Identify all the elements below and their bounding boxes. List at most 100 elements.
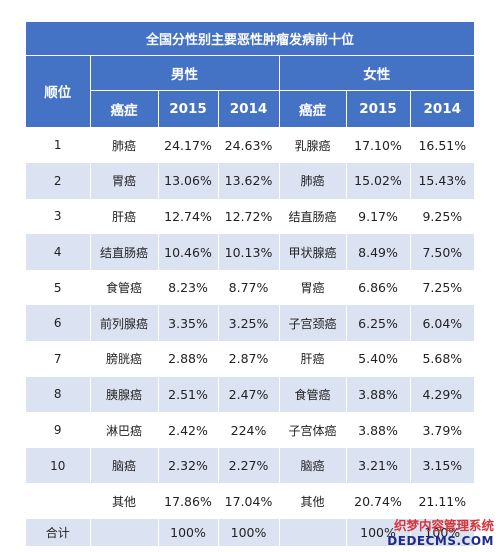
table-title: 全国分性别主要恶性肿瘤发病前十位: [26, 22, 475, 56]
male-2014-cell: 13.62%: [218, 163, 280, 199]
rank-cell: 6: [26, 305, 91, 342]
male-cancer-cell: 食管癌: [90, 269, 159, 306]
table-row: 4 结直肠癌 10.46% 10.13% 甲状腺癌 8.49% 7.50%: [26, 234, 475, 270]
female-2015-cell: 15.02%: [346, 163, 411, 199]
male-cancer-cell: 胰腺癌: [90, 376, 159, 413]
male-cancer-cell: [90, 519, 159, 547]
rank-header: 顺位: [26, 55, 91, 128]
female-2015-header: 2015: [346, 90, 411, 127]
female-cancer-cell: 结直肠癌: [279, 198, 347, 235]
table-row: 10 脑癌 2.32% 2.27% 脑癌 3.21% 3.15%: [26, 447, 475, 484]
table-row: 8 胰腺癌 2.51% 2.47% 食管癌 3.88% 4.29%: [26, 376, 475, 413]
total-label-cell: 合计: [26, 519, 91, 547]
table-row: 1 肺癌 24.17% 24.63% 乳腺癌 17.10% 16.51%: [26, 127, 475, 164]
male-2015-cell: 24.17%: [158, 127, 219, 164]
male-2015-cell: 10.46%: [158, 234, 219, 270]
female-2015-cell: 17.10%: [346, 127, 411, 164]
male-2015-cell: 17.86%: [158, 483, 219, 520]
male-cancer-cell: 结直肠癌: [90, 234, 159, 270]
site-watermark: 织梦内容管理系统 DEDECMS.COM: [387, 515, 500, 552]
rank-cell: 5: [26, 269, 91, 306]
female-2014-cell: 6.04%: [410, 305, 475, 342]
female-2015-cell: 9.17%: [346, 198, 411, 235]
female-cancer-cell: 子宫颈癌: [279, 305, 347, 342]
rank-cell: 8: [26, 376, 91, 413]
table-row: 3 肝癌 12.74% 12.72% 结直肠癌 9.17% 9.25%: [26, 198, 475, 235]
male-cancer-cell: 脑癌: [90, 447, 159, 484]
female-2015-total-cell: 100%: [346, 519, 411, 547]
female-2015-cell: 8.49%: [346, 234, 411, 270]
female-header: 女性: [279, 55, 475, 91]
female-2015-cell: 5.40%: [346, 341, 411, 377]
rank-cell: 3: [26, 198, 91, 235]
female-2014-cell: 7.25%: [410, 269, 475, 306]
watermark-line1: 织梦内容管理系统: [393, 518, 494, 533]
female-cancer-cell: 甲状腺癌: [279, 234, 347, 270]
male-cancer-cell: 胃癌: [90, 163, 159, 199]
female-cancer-cell: 肺癌: [279, 163, 347, 199]
male-2014-cell: 2.87%: [218, 341, 280, 377]
male-2014-cell: 10.13%: [218, 234, 280, 270]
table-row-other: 其他 17.86% 17.04% 其他 20.74% 21.11%: [26, 483, 475, 520]
female-cancer-header: 癌症: [279, 90, 347, 127]
female-2014-cell: 7.50%: [410, 234, 475, 270]
watermark-line2: DEDECMS.COM: [387, 534, 494, 548]
female-2014-cell: 3.79%: [410, 412, 475, 448]
female-2014-cell: 15.43%: [410, 163, 475, 199]
female-2014-cell: 21.11%: [410, 483, 475, 520]
female-2015-cell: 6.86%: [346, 269, 411, 306]
male-2014-cell: 8.77%: [218, 269, 280, 306]
female-2015-cell: 3.88%: [346, 412, 411, 448]
table-row: 9 淋巴癌 2.42% 224% 子宫体癌 3.88% 3.79%: [26, 412, 475, 448]
female-cancer-cell: 其他: [279, 483, 347, 520]
male-2015-cell: 8.23%: [158, 269, 219, 306]
male-2014-total-cell: 100%: [218, 519, 280, 547]
table-body: 1 肺癌 24.17% 24.63% 乳腺癌 17.10% 16.51% 2 胃…: [26, 127, 475, 547]
cancer-incidence-table-container: 全国分性别主要恶性肿瘤发病前十位 顺位 男性 女性 癌症 2015 2014 癌…: [26, 22, 475, 547]
male-2015-cell: 12.74%: [158, 198, 219, 235]
rank-cell: 7: [26, 341, 91, 377]
female-2014-total-cell: 100%: [410, 519, 475, 547]
male-2014-cell: 2.27%: [218, 447, 280, 484]
female-2014-cell: 4.29%: [410, 376, 475, 413]
male-header: 男性: [90, 55, 280, 91]
female-cancer-cell: 乳腺癌: [279, 127, 347, 164]
table-row: 5 食管癌 8.23% 8.77% 胃癌 6.86% 7.25%: [26, 269, 475, 306]
male-cancer-cell: 膀胱癌: [90, 341, 159, 377]
male-2015-cell: 13.06%: [158, 163, 219, 199]
cancer-incidence-table: 全国分性别主要恶性肿瘤发病前十位 顺位 男性 女性 癌症 2015 2014 癌…: [26, 22, 475, 547]
female-2015-cell: 6.25%: [346, 305, 411, 342]
male-2014-cell: 224%: [218, 412, 280, 448]
male-2015-cell: 3.35%: [158, 305, 219, 342]
table-row: 6 前列腺癌 3.35% 3.25% 子宫颈癌 6.25% 6.04%: [26, 305, 475, 342]
female-2015-cell: 3.88%: [346, 376, 411, 413]
female-cancer-cell: 胃癌: [279, 269, 347, 306]
male-cancer-cell: 其他: [90, 483, 159, 520]
female-2014-cell: 9.25%: [410, 198, 475, 235]
rank-cell: 1: [26, 127, 91, 164]
female-cancer-cell: [279, 519, 347, 547]
male-2014-cell: 17.04%: [218, 483, 280, 520]
rank-cell: 4: [26, 234, 91, 270]
male-2014-cell: 3.25%: [218, 305, 280, 342]
female-cancer-cell: 脑癌: [279, 447, 347, 484]
male-2014-cell: 24.63%: [218, 127, 280, 164]
table-row: 7 膀胱癌 2.88% 2.87% 肝癌 5.40% 5.68%: [26, 341, 475, 377]
male-cancer-cell: 淋巴癌: [90, 412, 159, 448]
female-2015-cell: 3.21%: [346, 447, 411, 484]
male-cancer-cell: 肝癌: [90, 198, 159, 235]
female-2014-header: 2014: [410, 90, 475, 127]
male-2014-header: 2014: [218, 90, 280, 127]
male-cancer-cell: 前列腺癌: [90, 305, 159, 342]
male-cancer-header: 癌症: [90, 90, 159, 127]
male-2015-cell: 2.88%: [158, 341, 219, 377]
female-2014-cell: 5.68%: [410, 341, 475, 377]
male-2014-cell: 2.47%: [218, 376, 280, 413]
female-2014-cell: 16.51%: [410, 127, 475, 164]
male-2015-cell: 2.51%: [158, 376, 219, 413]
rank-cell: [26, 483, 91, 520]
male-2015-cell: 2.42%: [158, 412, 219, 448]
table-row-total: 合计 100% 100% 100% 100%: [26, 519, 475, 547]
female-2014-cell: 3.15%: [410, 447, 475, 484]
male-2015-header: 2015: [158, 90, 219, 127]
